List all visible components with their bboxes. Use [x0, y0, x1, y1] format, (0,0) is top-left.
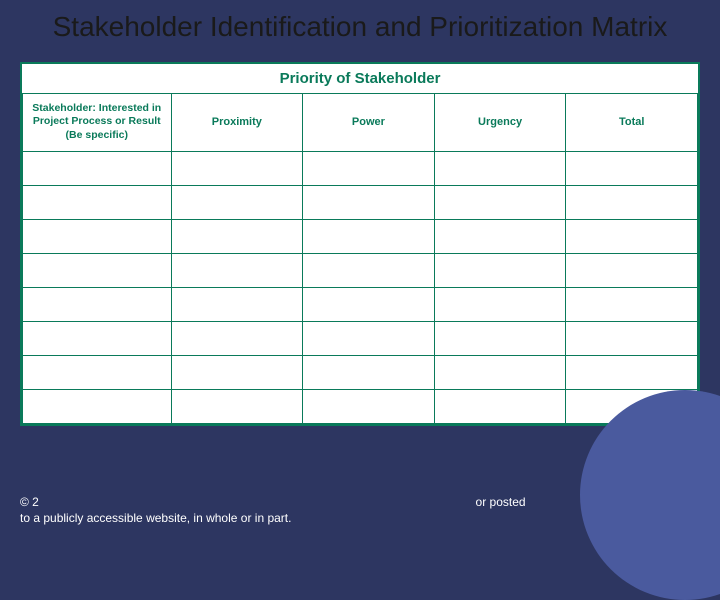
- footer-line2: to a publicly accessible website, in who…: [20, 511, 291, 525]
- table-row: [23, 253, 698, 287]
- table-row: [23, 151, 698, 185]
- table-cell: [303, 355, 435, 389]
- table-cell: [171, 151, 303, 185]
- table-cell: [23, 253, 172, 287]
- table-cell: [171, 287, 303, 321]
- table-row: [23, 287, 698, 321]
- table-cell: [303, 185, 435, 219]
- table-cell: [434, 389, 566, 423]
- table-row: [23, 219, 698, 253]
- table-cell: [171, 389, 303, 423]
- table-cell: [23, 287, 172, 321]
- table-cell: [23, 219, 172, 253]
- col-stakeholder: Stakeholder: Interested in Project Proce…: [23, 93, 172, 151]
- table-cell: [23, 151, 172, 185]
- col-total: Total: [566, 93, 698, 151]
- table-cell: [23, 321, 172, 355]
- table-cell: [434, 287, 566, 321]
- table-cell: [434, 219, 566, 253]
- copyright-footer: © 2 or posted to a publicly accessible w…: [20, 494, 700, 526]
- table-cell: [23, 389, 172, 423]
- table-cell: [303, 389, 435, 423]
- table-cell: [171, 355, 303, 389]
- slide-title: Stakeholder Identification and Prioritiz…: [0, 0, 720, 62]
- table-cell: [303, 219, 435, 253]
- table-cell: [303, 287, 435, 321]
- table-cell: [171, 321, 303, 355]
- table-cell: [171, 219, 303, 253]
- table-cell: [303, 151, 435, 185]
- table-cell: [434, 151, 566, 185]
- table-cell: [23, 185, 172, 219]
- table-body: [23, 151, 698, 423]
- footer-prefix: © 2: [20, 495, 39, 509]
- table-cell: [171, 185, 303, 219]
- table-row: [23, 389, 698, 423]
- table-cell: [303, 253, 435, 287]
- stakeholder-matrix-table: Stakeholder: Interested in Project Proce…: [22, 93, 698, 424]
- table-cell: [303, 321, 435, 355]
- matrix-container: Priority of Stakeholder Stakeholder: Int…: [20, 62, 700, 426]
- col-proximity: Proximity: [171, 93, 303, 151]
- table-row: [23, 321, 698, 355]
- table-cell: [566, 185, 698, 219]
- table-cell: [434, 185, 566, 219]
- table-cell: [434, 253, 566, 287]
- table-cell: [566, 151, 698, 185]
- footer-middle: or posted: [476, 495, 526, 509]
- matrix-super-header: Priority of Stakeholder: [22, 64, 698, 93]
- table-cell: [566, 355, 698, 389]
- table-cell: [23, 355, 172, 389]
- table-cell: [434, 355, 566, 389]
- col-urgency: Urgency: [434, 93, 566, 151]
- table-row: [23, 355, 698, 389]
- table-cell: [566, 253, 698, 287]
- col-power: Power: [303, 93, 435, 151]
- table-cell: [566, 219, 698, 253]
- table-cell: [566, 287, 698, 321]
- table-header-row: Stakeholder: Interested in Project Proce…: [23, 93, 698, 151]
- table-cell: [566, 321, 698, 355]
- table-row: [23, 185, 698, 219]
- table-cell: [434, 321, 566, 355]
- table-cell: [171, 253, 303, 287]
